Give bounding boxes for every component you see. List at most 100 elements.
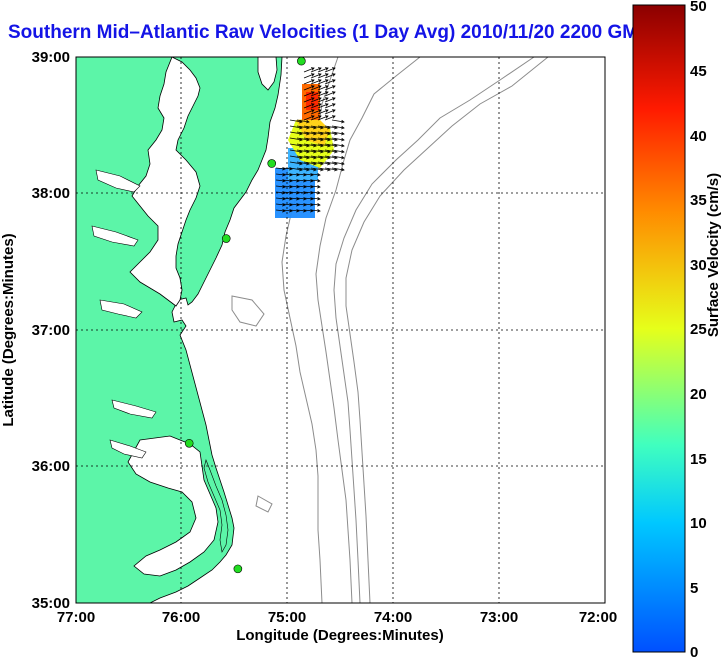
y-axis-ticks: 39:00 38:00 37:00 36:00 35:00 xyxy=(32,49,70,612)
velocity-arrow-icon xyxy=(303,67,315,73)
velocity-arrow-icon xyxy=(310,178,321,183)
x-tick-label: 76:00 xyxy=(162,609,200,626)
river-inlet xyxy=(91,225,139,247)
y-tick-label: 38:00 xyxy=(32,185,70,202)
station-dot-icon xyxy=(297,57,306,66)
colorbar-ticks: 50 45 40 35 30 25 20 15 10 5 0 xyxy=(690,0,707,659)
velocity-arrow-icon xyxy=(331,137,345,142)
velocity-arrow-icon xyxy=(317,67,329,73)
colorbar-label: Surface Velocity (cm/s) xyxy=(705,173,722,337)
colorbar-tick-label: 5 xyxy=(690,580,698,597)
colorbar-tick-label: 10 xyxy=(690,515,707,532)
station-dot-icon xyxy=(221,234,231,243)
colorbar-tick-label: 15 xyxy=(690,451,707,468)
station-dot-icon xyxy=(233,564,243,574)
velocity-arrow-icon xyxy=(303,91,315,97)
velocity-arrow-icon xyxy=(296,119,310,124)
y-axis-label: Latitude (Degrees:Minutes) xyxy=(0,233,17,426)
velocity-arrow-icon xyxy=(303,73,315,79)
colorbar-tick-label: 50 xyxy=(690,0,707,15)
station-markers xyxy=(184,57,306,574)
river-inlet xyxy=(95,169,141,193)
velocity-arrow-icon xyxy=(310,73,322,79)
velocity-arrow-icon xyxy=(310,91,322,97)
colorbar-tick-label: 45 xyxy=(690,63,707,80)
velocity-arrow-icon xyxy=(324,67,336,73)
y-tick-label: 35:00 xyxy=(32,595,70,612)
x-tick-label: 72:00 xyxy=(579,609,617,626)
velocity-arrow-icon xyxy=(310,208,321,213)
lat-lon-grid xyxy=(76,57,605,603)
velocity-arrow-icon xyxy=(331,149,345,154)
velocity-patch-high xyxy=(306,92,318,110)
velocity-arrow-icon xyxy=(303,97,315,103)
velocity-arrow-icon xyxy=(317,85,329,91)
velocity-arrow-icon xyxy=(324,103,336,109)
x-tick-label: 73:00 xyxy=(480,609,518,626)
velocity-arrow-icon xyxy=(317,115,329,121)
velocity-arrow-icon xyxy=(310,184,321,189)
velocity-arrow-icon xyxy=(310,196,321,201)
x-tick-label: 75:00 xyxy=(268,609,306,626)
velocity-arrow-icon xyxy=(310,190,321,195)
velocity-arrow-icon xyxy=(324,109,336,115)
velocity-arrow-icon xyxy=(317,73,329,79)
velocity-arrow-icon xyxy=(317,103,329,109)
colorbar-tick-label: 0 xyxy=(690,644,698,659)
velocity-arrow-icon xyxy=(324,91,336,97)
chesapeake-bay xyxy=(129,57,201,307)
velocity-arrow-icon xyxy=(317,97,329,103)
y-tick-label: 36:00 xyxy=(32,458,70,475)
velocity-arrow-icon xyxy=(310,115,322,121)
velocity-arrow-icon xyxy=(331,125,345,130)
velocity-arrow-icon xyxy=(331,143,345,148)
colorbar-tick-label: 25 xyxy=(690,321,707,338)
velocity-arrow-icon xyxy=(324,97,336,103)
colorbar-tick-label: 30 xyxy=(690,257,707,274)
velocity-arrow-icon xyxy=(310,79,322,85)
velocity-arrow-icon xyxy=(310,103,322,109)
velocity-arrow-icon xyxy=(303,109,315,115)
river-inlet xyxy=(109,439,147,459)
station-dot-icon xyxy=(267,159,277,168)
velocity-arrows xyxy=(275,67,345,213)
velocity-arrow-icon xyxy=(303,103,315,109)
plot-frame xyxy=(75,56,606,604)
velocity-arrow-icon xyxy=(310,172,321,177)
colorbar xyxy=(632,4,686,653)
velocity-arrow-icon xyxy=(303,79,315,85)
velocity-arrow-icon xyxy=(324,79,336,85)
river-inlet xyxy=(111,399,157,419)
colorbar-tick-label: 35 xyxy=(690,192,707,209)
colorbar-tick-label: 20 xyxy=(690,386,707,403)
velocity-arrow-icon xyxy=(324,85,336,91)
velocity-arrow-icon xyxy=(331,155,345,160)
velocity-arrow-icon xyxy=(324,115,336,121)
velocity-arrow-icon xyxy=(303,85,315,91)
velocity-arrow-icon xyxy=(310,202,321,207)
x-axis-ticks: 77:00 76:00 75:00 74:00 73:00 72:00 xyxy=(57,609,617,626)
velocity-arrow-icon xyxy=(310,97,322,103)
x-tick-label: 74:00 xyxy=(374,609,412,626)
pamlico-sound xyxy=(127,435,219,577)
velocity-arrow-icon xyxy=(324,73,336,79)
y-tick-label: 39:00 xyxy=(32,49,70,66)
delaware-bay xyxy=(257,57,278,91)
velocity-arrow-icon xyxy=(331,119,345,124)
velocity-arrow-icon xyxy=(317,91,329,97)
velocity-arrow-icon xyxy=(331,167,345,172)
velocity-arrow-icon xyxy=(310,67,322,73)
velocity-arrow-icon xyxy=(331,161,345,166)
outer-banks xyxy=(203,459,229,553)
y-tick-label: 37:00 xyxy=(32,322,70,339)
land-mass xyxy=(76,57,283,603)
colorbar-tick-label: 40 xyxy=(690,128,707,145)
velocity-arrow-icon xyxy=(317,79,329,85)
x-axis-label: Longitude (Degrees:Minutes) xyxy=(236,627,444,644)
map-title: Southern Mid–Atlantic Raw Velocities (1 … xyxy=(8,22,650,43)
velocity-arrow-icon xyxy=(331,131,345,136)
velocity-arrow-icon xyxy=(310,85,322,91)
x-tick-label: 77:00 xyxy=(57,609,95,626)
velocity-arrow-icon xyxy=(310,109,322,115)
